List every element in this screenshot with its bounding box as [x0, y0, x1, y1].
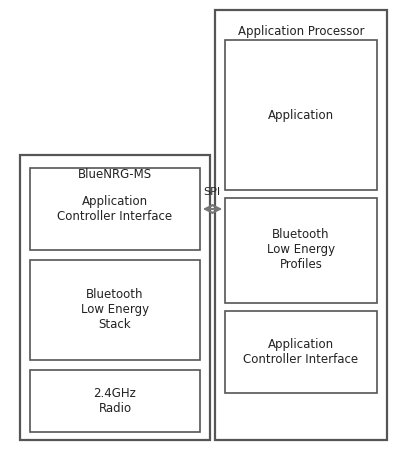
Bar: [30, 168, 200, 250]
Text: Application Processor: Application Processor: [238, 25, 364, 38]
Bar: [215, 10, 387, 440]
Bar: [30, 260, 200, 360]
Text: Bluetooth
Low Energy
Stack: Bluetooth Low Energy Stack: [81, 288, 149, 332]
Text: Application
Controller Interface: Application Controller Interface: [244, 338, 358, 366]
Bar: [225, 198, 377, 303]
Text: SPI: SPI: [204, 187, 220, 197]
Text: 2.4GHz
Radio: 2.4GHz Radio: [94, 387, 136, 415]
Text: BlueNRG-MS: BlueNRG-MS: [78, 168, 152, 181]
Text: Bluetooth
Low Energy
Profiles: Bluetooth Low Energy Profiles: [267, 229, 335, 272]
Bar: [30, 370, 200, 432]
Bar: [225, 40, 377, 190]
Text: Application
Controller Interface: Application Controller Interface: [58, 195, 172, 223]
Text: Application: Application: [268, 109, 334, 122]
Bar: [20, 155, 210, 440]
Bar: [225, 311, 377, 393]
